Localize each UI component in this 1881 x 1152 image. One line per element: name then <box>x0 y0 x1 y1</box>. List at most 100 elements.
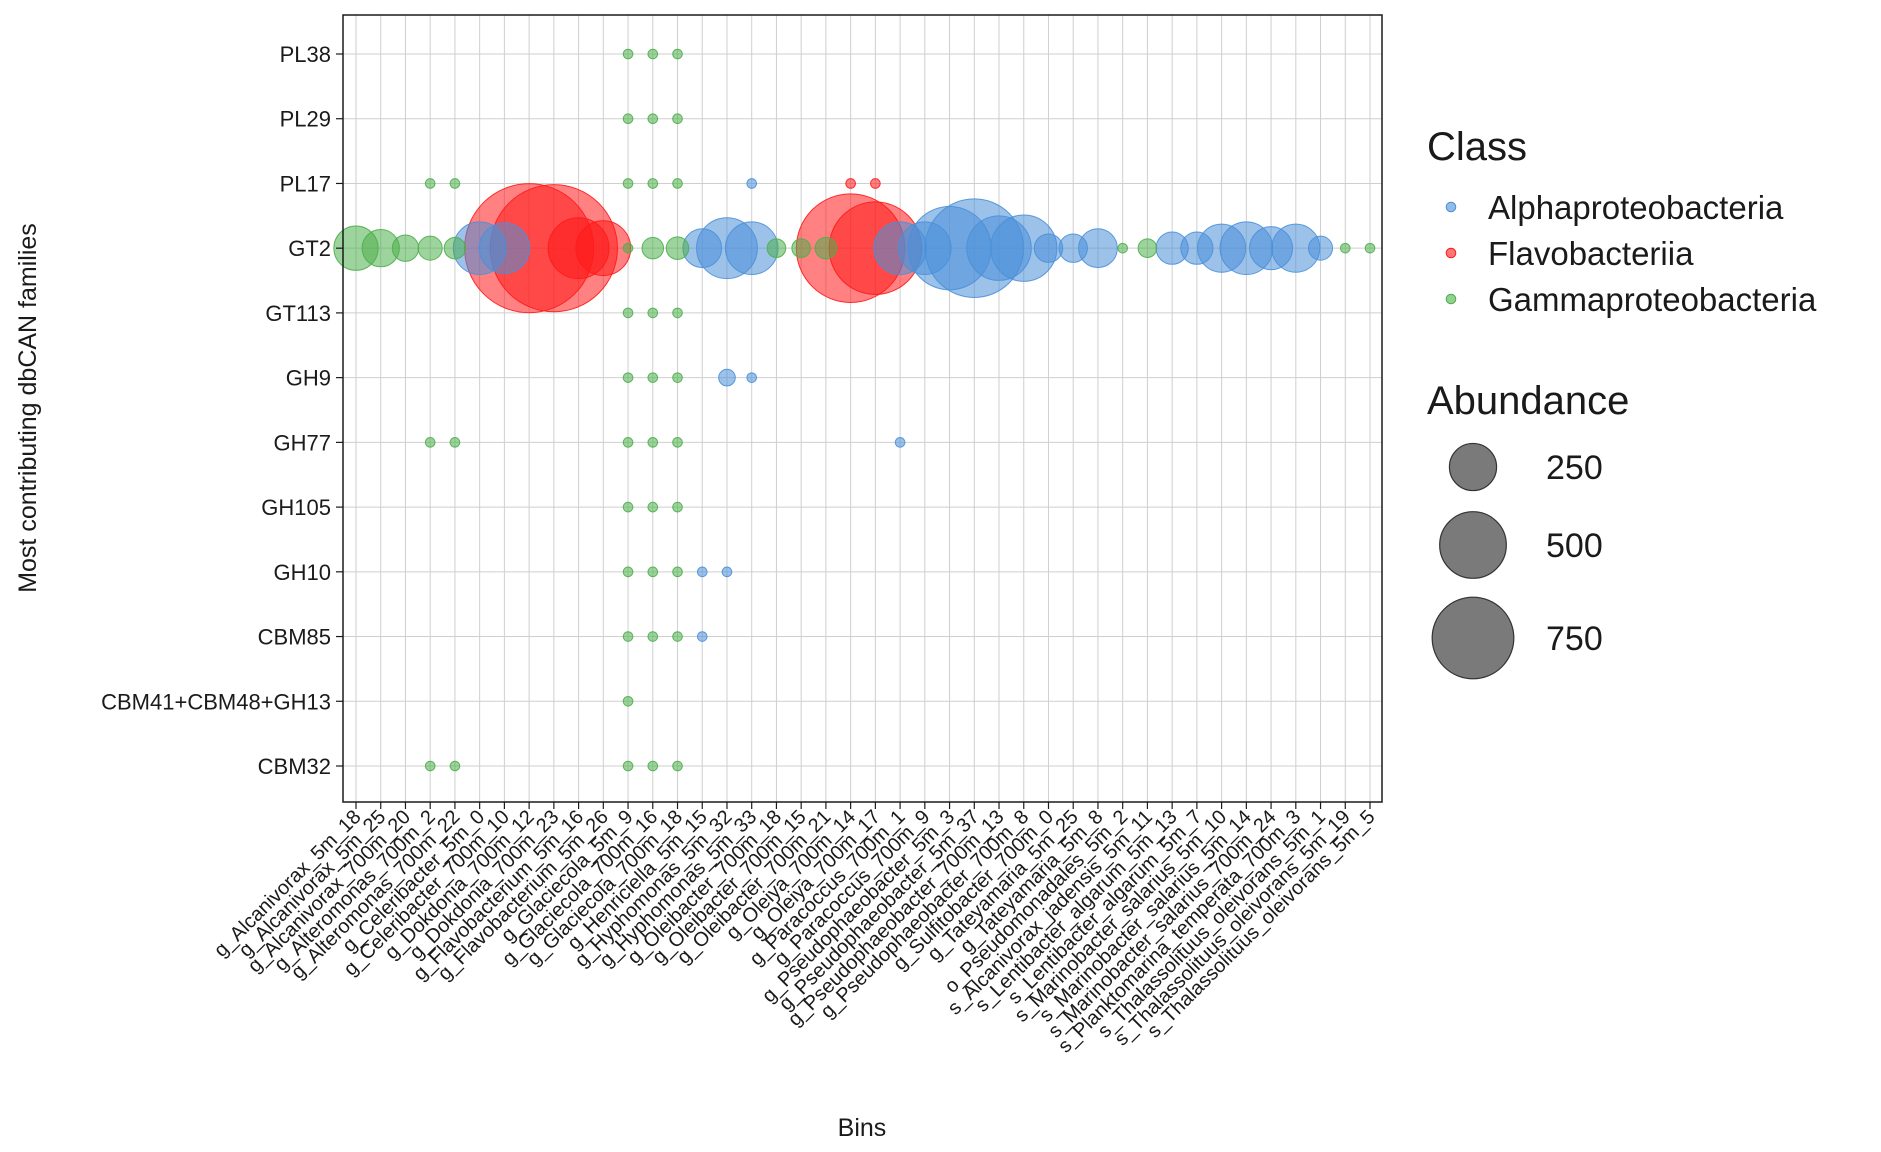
legend-size-label: 750 <box>1546 620 1603 658</box>
bubble-point <box>647 113 659 125</box>
bubble-point <box>766 238 787 258</box>
legend-size-key <box>1448 442 1498 492</box>
legend-class-key <box>1445 247 1457 259</box>
bubble-point <box>622 307 634 319</box>
y-tick-label: PL17 <box>280 171 331 196</box>
legend-class-label: Gammaproteobacteria <box>1488 281 1817 318</box>
legend-size-key <box>1431 596 1515 680</box>
panel-border <box>342 14 1383 803</box>
bubble-point <box>575 220 632 277</box>
bubble-point <box>647 372 659 383</box>
bubble-point <box>746 372 758 383</box>
legend-size-title: Abundance <box>1427 379 1629 423</box>
y-tick-label: GH77 <box>274 430 331 455</box>
bubble-point <box>647 437 659 448</box>
legend-class-key <box>1445 293 1457 305</box>
bubble-point <box>622 760 634 772</box>
y-tick-label: CBM41+CBM48+GH13 <box>101 689 331 714</box>
bubble-point <box>424 437 436 448</box>
panel-frame <box>342 14 1383 803</box>
bubble-point <box>672 307 683 319</box>
bubble-point <box>647 307 659 319</box>
bubble-point <box>672 631 683 642</box>
bubble-point <box>1180 231 1214 265</box>
bubble-point <box>622 631 634 642</box>
bubble-point <box>672 566 683 578</box>
bubble-point <box>1117 242 1128 254</box>
y-axis-ticks: PL38 PL29 PL17 GT2 GT113 GH9 GH77 GH105 GH10 CBM8… <box>101 42 343 779</box>
bubble-point <box>672 501 683 513</box>
bubble-point <box>641 236 665 260</box>
bubble-point <box>622 437 634 448</box>
bubble-point <box>897 221 952 276</box>
bubble-point <box>647 566 659 578</box>
bubble-point <box>647 501 659 513</box>
bubble-point <box>622 501 634 513</box>
y-tick-label: CBM32 <box>258 754 331 779</box>
y-tick-label: GH9 <box>286 366 331 391</box>
bubble-point <box>647 631 659 642</box>
bubble-point <box>622 566 634 578</box>
bubble-point <box>443 236 467 260</box>
bubble-point <box>696 631 708 642</box>
bubble-point <box>1249 226 1294 271</box>
bubble-point <box>672 760 683 772</box>
bubble-point <box>1058 233 1088 263</box>
bubble-point <box>814 236 838 260</box>
bubble-point <box>845 178 856 189</box>
bubble-point <box>622 113 634 125</box>
legend-size-label: 250 <box>1546 449 1603 487</box>
y-tick-label: CBM85 <box>258 625 331 650</box>
bubble-point <box>1308 235 1334 261</box>
y-tick-label: GT113 <box>265 301 331 326</box>
x-axis-ticks: g_Alcanivorax_5m_18g_Alcanivorax_5m_25g_… <box>210 802 1380 1057</box>
bubble-point <box>622 695 634 707</box>
bubble-point <box>1137 238 1158 258</box>
bubble-point <box>966 215 1032 281</box>
bubble-point <box>791 238 811 258</box>
plot-panel <box>343 15 1382 802</box>
y-tick-label: GT2 <box>288 236 331 261</box>
bubble-point <box>672 113 683 125</box>
bubble-point <box>718 368 736 387</box>
bubble-point <box>672 372 683 383</box>
legend-class-label: Alphaproteobacteria <box>1488 189 1784 226</box>
bubble-point <box>665 236 690 260</box>
y-tick-label: PL38 <box>280 42 331 67</box>
panel-background <box>343 15 1382 802</box>
bubble-point <box>478 222 531 274</box>
bubble-point <box>622 48 634 60</box>
bubble-point <box>1033 233 1064 263</box>
bubble-point <box>1339 242 1351 254</box>
bubble-point <box>417 235 443 261</box>
x-axis-title: Bins <box>838 1114 887 1142</box>
bubble-point <box>696 566 708 578</box>
bubble-point <box>622 242 634 254</box>
bubble-point <box>424 760 436 772</box>
legend-class-key <box>1445 201 1457 213</box>
bubble-point <box>647 48 659 60</box>
bubble-point <box>622 372 634 383</box>
bubble-point <box>647 760 659 772</box>
bubble-point <box>449 178 461 189</box>
y-tick-label: PL29 <box>280 107 331 132</box>
bubble-point <box>894 437 906 448</box>
y-tick-label: GH105 <box>261 495 331 520</box>
legend-size-key <box>1439 511 1507 579</box>
bubble-point <box>647 178 659 189</box>
bubble-point <box>721 566 733 578</box>
bubble-point <box>672 178 683 189</box>
legend: Class Abundance Alphaproteobacteria Flavo… <box>1427 125 1817 680</box>
bubble-point <box>1364 242 1376 254</box>
legend-class-title: Class <box>1427 125 1527 169</box>
bubble-point <box>870 178 881 189</box>
gridlines <box>343 15 1382 802</box>
legend-size-label: 500 <box>1546 527 1603 565</box>
bubble-point <box>449 437 461 448</box>
bubble-point <box>622 178 634 189</box>
y-axis-title: Most contributing dbCAN families <box>14 223 42 593</box>
bubble-point <box>391 234 420 262</box>
bubble-point <box>672 48 683 60</box>
bubble-point <box>449 760 461 772</box>
